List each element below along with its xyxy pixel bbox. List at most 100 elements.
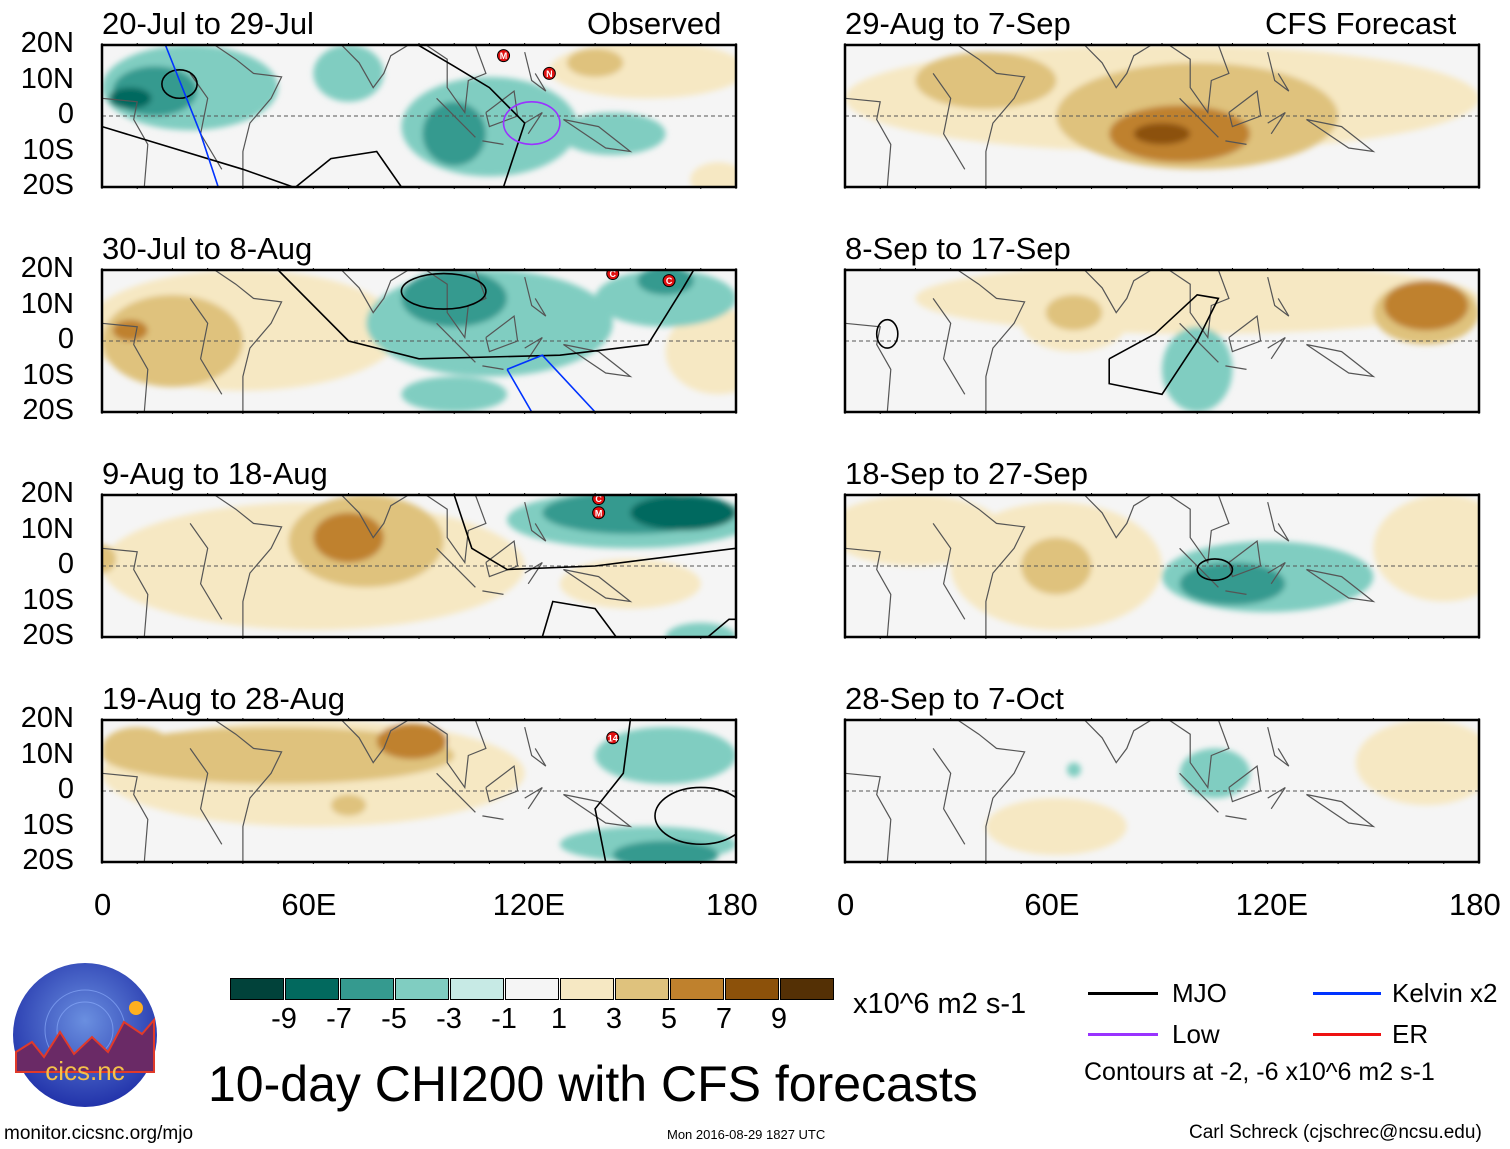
anomaly-region [665, 309, 736, 395]
coastline [425, 45, 487, 115]
panel-title: 29-Aug to 7-Sep [845, 6, 1071, 41]
panel-title: 30-Jul to 8-Aug [102, 231, 313, 266]
coastline [1306, 793, 1376, 828]
lat-tick-label: 0 [57, 548, 74, 580]
coastline [102, 772, 149, 862]
observed-label: Observed [587, 6, 722, 41]
anomaly-region [566, 48, 624, 77]
coastline [845, 547, 892, 637]
colorbar-swatch [780, 978, 834, 1000]
anomaly-region [1133, 123, 1191, 145]
colorbar-swatch [560, 978, 614, 1000]
coastline [563, 343, 633, 378]
coastline [1084, 495, 1152, 539]
coastline [102, 322, 149, 412]
storm-label: C [595, 494, 602, 504]
coastline [845, 772, 892, 862]
coastline [932, 298, 966, 395]
mjo-contour [400, 272, 487, 310]
anomaly-region [313, 45, 384, 102]
colorbar-swatch [615, 978, 669, 1000]
coastline [1267, 561, 1286, 585]
map-panel [843, 43, 1481, 189]
colorbar-swatch [285, 978, 339, 1000]
coastline [957, 720, 1026, 862]
svg-text:cics.nc: cics.nc [45, 1056, 124, 1086]
mjo-contour [594, 720, 632, 862]
map-panel [843, 268, 1481, 414]
coastline [524, 561, 543, 585]
storm-marker: C [606, 270, 620, 281]
anomaly-region [630, 495, 736, 531]
coastline [524, 276, 547, 317]
coastline [1168, 45, 1230, 115]
mjo-contour [161, 69, 198, 100]
coastline [436, 322, 476, 363]
lat-tick-label: 20S [22, 169, 74, 201]
panel-title: 8-Sep to 17-Sep [845, 231, 1071, 266]
colorbar-label: -3 [436, 1003, 462, 1035]
storm-marker: M [592, 506, 606, 520]
anomaly-region [102, 727, 173, 770]
coastline [482, 140, 504, 145]
figure-title: 10-day CHI200 with CFS forecasts [208, 1056, 978, 1112]
map-panel: CC [100, 268, 738, 414]
colorbar-label: 1 [550, 1003, 568, 1035]
storm-marker: C [662, 274, 676, 288]
storm-marker: 14 [606, 731, 620, 745]
anomaly-region [845, 495, 1004, 566]
panel-title: 20-Jul to 29-Jul [102, 6, 314, 41]
storm-label: N [546, 69, 553, 79]
storm-label: M [500, 51, 508, 61]
legend-low: Low [1172, 1019, 1220, 1049]
lat-tick-label: 20S [22, 619, 74, 651]
lat-tick-label: 20S [22, 844, 74, 876]
anomaly-region [559, 558, 701, 609]
anomaly-region [1162, 326, 1233, 412]
coastline [1267, 336, 1286, 360]
colorbar-swatch [725, 978, 779, 1000]
kelvin-contour [164, 45, 219, 187]
colorbar-label: -7 [326, 1003, 352, 1035]
coastline [482, 590, 504, 595]
coastline [1267, 726, 1290, 767]
kelvin-contour [506, 368, 533, 412]
storm-marker: M [497, 49, 511, 63]
coastline [1168, 495, 1230, 565]
lat-tick-label: 10N [20, 512, 74, 545]
anomaly-region [401, 270, 508, 327]
kelvin-contour [506, 354, 596, 412]
coastline [957, 45, 1026, 187]
legend-kelvin-line [1313, 992, 1381, 995]
coastline [341, 720, 409, 764]
coastline [1267, 276, 1290, 317]
coastline [341, 45, 409, 89]
coastline [1306, 118, 1376, 153]
coastline [214, 720, 283, 862]
anomaly-region [1066, 762, 1081, 777]
colorbar-label: 9 [770, 1003, 788, 1035]
map-panel: 14 [100, 718, 738, 864]
coastline [482, 365, 504, 370]
lat-tick-label: 10S [22, 133, 74, 166]
lat-tick-label: 20N [20, 702, 74, 734]
coastline [932, 523, 966, 620]
storm-label: C [666, 276, 673, 286]
coastline [524, 786, 543, 810]
coastline [189, 73, 223, 170]
lat-tick-label: 0 [57, 323, 74, 355]
anomaly-region [1383, 280, 1469, 331]
colorbar-swatch [505, 978, 559, 1000]
anomaly-region [1373, 495, 1479, 602]
coastline [1267, 501, 1290, 542]
coastline [1084, 270, 1152, 314]
storm-label: 14 [608, 733, 618, 743]
anomaly-region [985, 798, 1127, 855]
mjo-contour [295, 150, 403, 187]
coastline [524, 336, 543, 360]
footer-url[interactable]: monitor.cicsnc.org/mjo [4, 1123, 194, 1144]
coastline [214, 270, 283, 412]
coastline [102, 97, 149, 187]
coastline [845, 97, 892, 187]
map-panel [843, 493, 1481, 639]
